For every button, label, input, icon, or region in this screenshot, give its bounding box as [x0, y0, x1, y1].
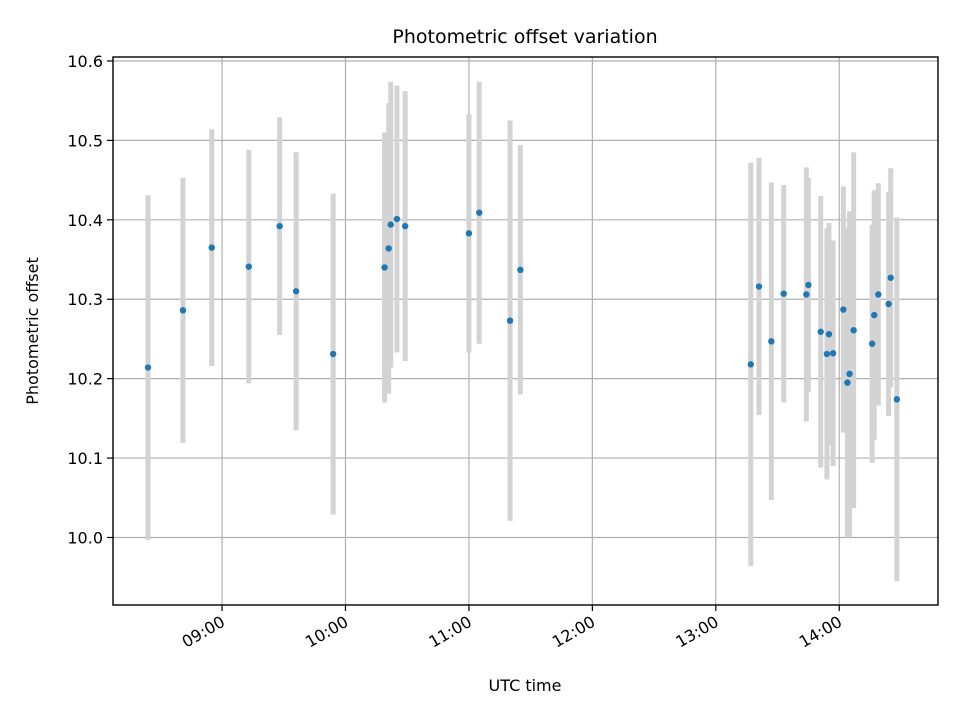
data-point	[465, 230, 473, 237]
y-tick-label: 10.6	[67, 52, 103, 71]
data-point	[245, 263, 252, 270]
y-tick-label: 10.2	[67, 370, 103, 389]
chart-title: Photometric offset variation	[392, 26, 657, 48]
data-point	[868, 340, 876, 347]
plot-frame	[112, 56, 939, 606]
data-point	[844, 379, 851, 386]
data-point	[885, 300, 892, 308]
data-point	[329, 350, 337, 358]
data-point	[850, 327, 857, 334]
data-points	[144, 209, 901, 403]
data-point	[393, 215, 401, 223]
data-point	[476, 209, 483, 216]
data-point	[144, 364, 152, 371]
data-point	[387, 221, 394, 228]
data-point	[805, 281, 812, 289]
data-point	[401, 222, 409, 230]
data-point	[871, 311, 878, 319]
y-tick-label: 10.4	[67, 211, 103, 230]
data-point	[208, 244, 215, 251]
y-axis-label: Photometric offset	[23, 257, 42, 405]
data-point	[276, 222, 283, 230]
data-point	[747, 361, 754, 368]
y-tick-label: 10.5	[67, 131, 103, 150]
data-point	[385, 245, 392, 252]
data-point	[803, 291, 810, 298]
data-point	[817, 328, 824, 335]
data-point	[846, 370, 853, 378]
data-point	[875, 291, 882, 298]
data-point	[780, 290, 787, 297]
data-point	[381, 264, 388, 271]
y-tick-label: 10.0	[67, 528, 103, 547]
data-point	[829, 350, 837, 357]
data-point	[823, 350, 831, 358]
data-point	[506, 317, 514, 324]
y-tick-label: 10.1	[67, 449, 103, 468]
data-point	[517, 266, 524, 274]
data-point	[179, 307, 187, 314]
data-point	[825, 330, 833, 338]
data-point	[893, 396, 901, 403]
data-point	[887, 274, 894, 281]
data-point	[768, 338, 775, 345]
data-point	[840, 306, 847, 313]
y-axis-ticks: 10.0 10.1 10.2 10.3 10.4 10.5 10.6	[67, 52, 113, 547]
data-point	[292, 288, 300, 295]
data-point	[755, 283, 763, 290]
x-axis-label: UTC time	[489, 676, 562, 695]
y-tick-label: 10.3	[67, 290, 103, 309]
